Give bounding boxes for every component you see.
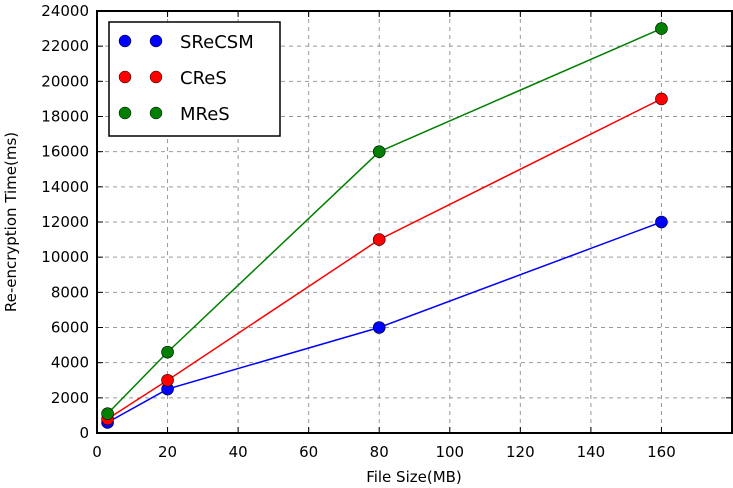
data-point <box>655 215 668 229</box>
y-axis-label: Re-encryption Time(ms) <box>2 132 20 312</box>
x-tick-label: 140 <box>577 443 606 461</box>
y-tick-label: 22000 <box>41 37 89 55</box>
y-tick-label: 6000 <box>51 319 89 337</box>
legend-marker <box>149 106 163 120</box>
data-point <box>372 233 386 246</box>
legend-marker <box>118 70 132 84</box>
series-line-cres <box>107 98 662 420</box>
legend-marker <box>118 106 132 120</box>
axis-ticks: 0 20 40 60 80 100 120 140 160 0 2000 4000 6000 8000 10… <box>41 2 732 461</box>
x-axis-label: File Size(MB) <box>366 468 462 486</box>
y-tick-label: 16000 <box>41 143 89 161</box>
x-tick-label: 160 <box>647 443 676 461</box>
x-tick-label: 0 <box>92 443 102 461</box>
data-point <box>161 345 174 359</box>
legend-box <box>108 21 281 137</box>
x-tick-label: 40 <box>229 443 248 461</box>
y-tick-label: 10000 <box>41 248 89 266</box>
y-tick-label: 14000 <box>41 178 89 196</box>
y-tick-label: 4000 <box>51 354 89 372</box>
y-tick-label: 8000 <box>51 283 89 301</box>
plot-frame <box>96 10 733 434</box>
x-tick-label: 120 <box>506 443 535 461</box>
series-line-srecsm <box>107 221 662 424</box>
data-point <box>655 92 668 106</box>
data-point <box>101 407 114 420</box>
legend: SReCSM CReS MReS <box>108 21 281 137</box>
legend-label: CReS <box>180 68 227 89</box>
y-tick-label: 18000 <box>41 108 89 126</box>
x-tick-label: 60 <box>299 443 318 461</box>
legend-label: SReCSM <box>180 32 254 53</box>
data-point <box>372 321 386 334</box>
legend-marker <box>118 34 132 48</box>
x-tick-label: 20 <box>158 443 177 461</box>
data-series <box>101 22 668 429</box>
y-tick-label: 2000 <box>51 389 89 407</box>
y-tick-label: 12000 <box>41 213 89 231</box>
data-point <box>372 145 386 158</box>
legend-marker <box>149 70 163 84</box>
y-tick-label: 20000 <box>41 72 89 90</box>
x-tick-label: 80 <box>370 443 389 461</box>
x-tick-label: 100 <box>435 443 464 461</box>
data-point <box>655 22 668 35</box>
data-point <box>161 373 174 387</box>
y-tick-label: 24000 <box>41 2 89 20</box>
legend-marker <box>149 34 163 48</box>
series-line-mres <box>107 27 662 415</box>
legend-label: MReS <box>180 104 230 125</box>
y-tick-label: 0 <box>79 424 89 442</box>
